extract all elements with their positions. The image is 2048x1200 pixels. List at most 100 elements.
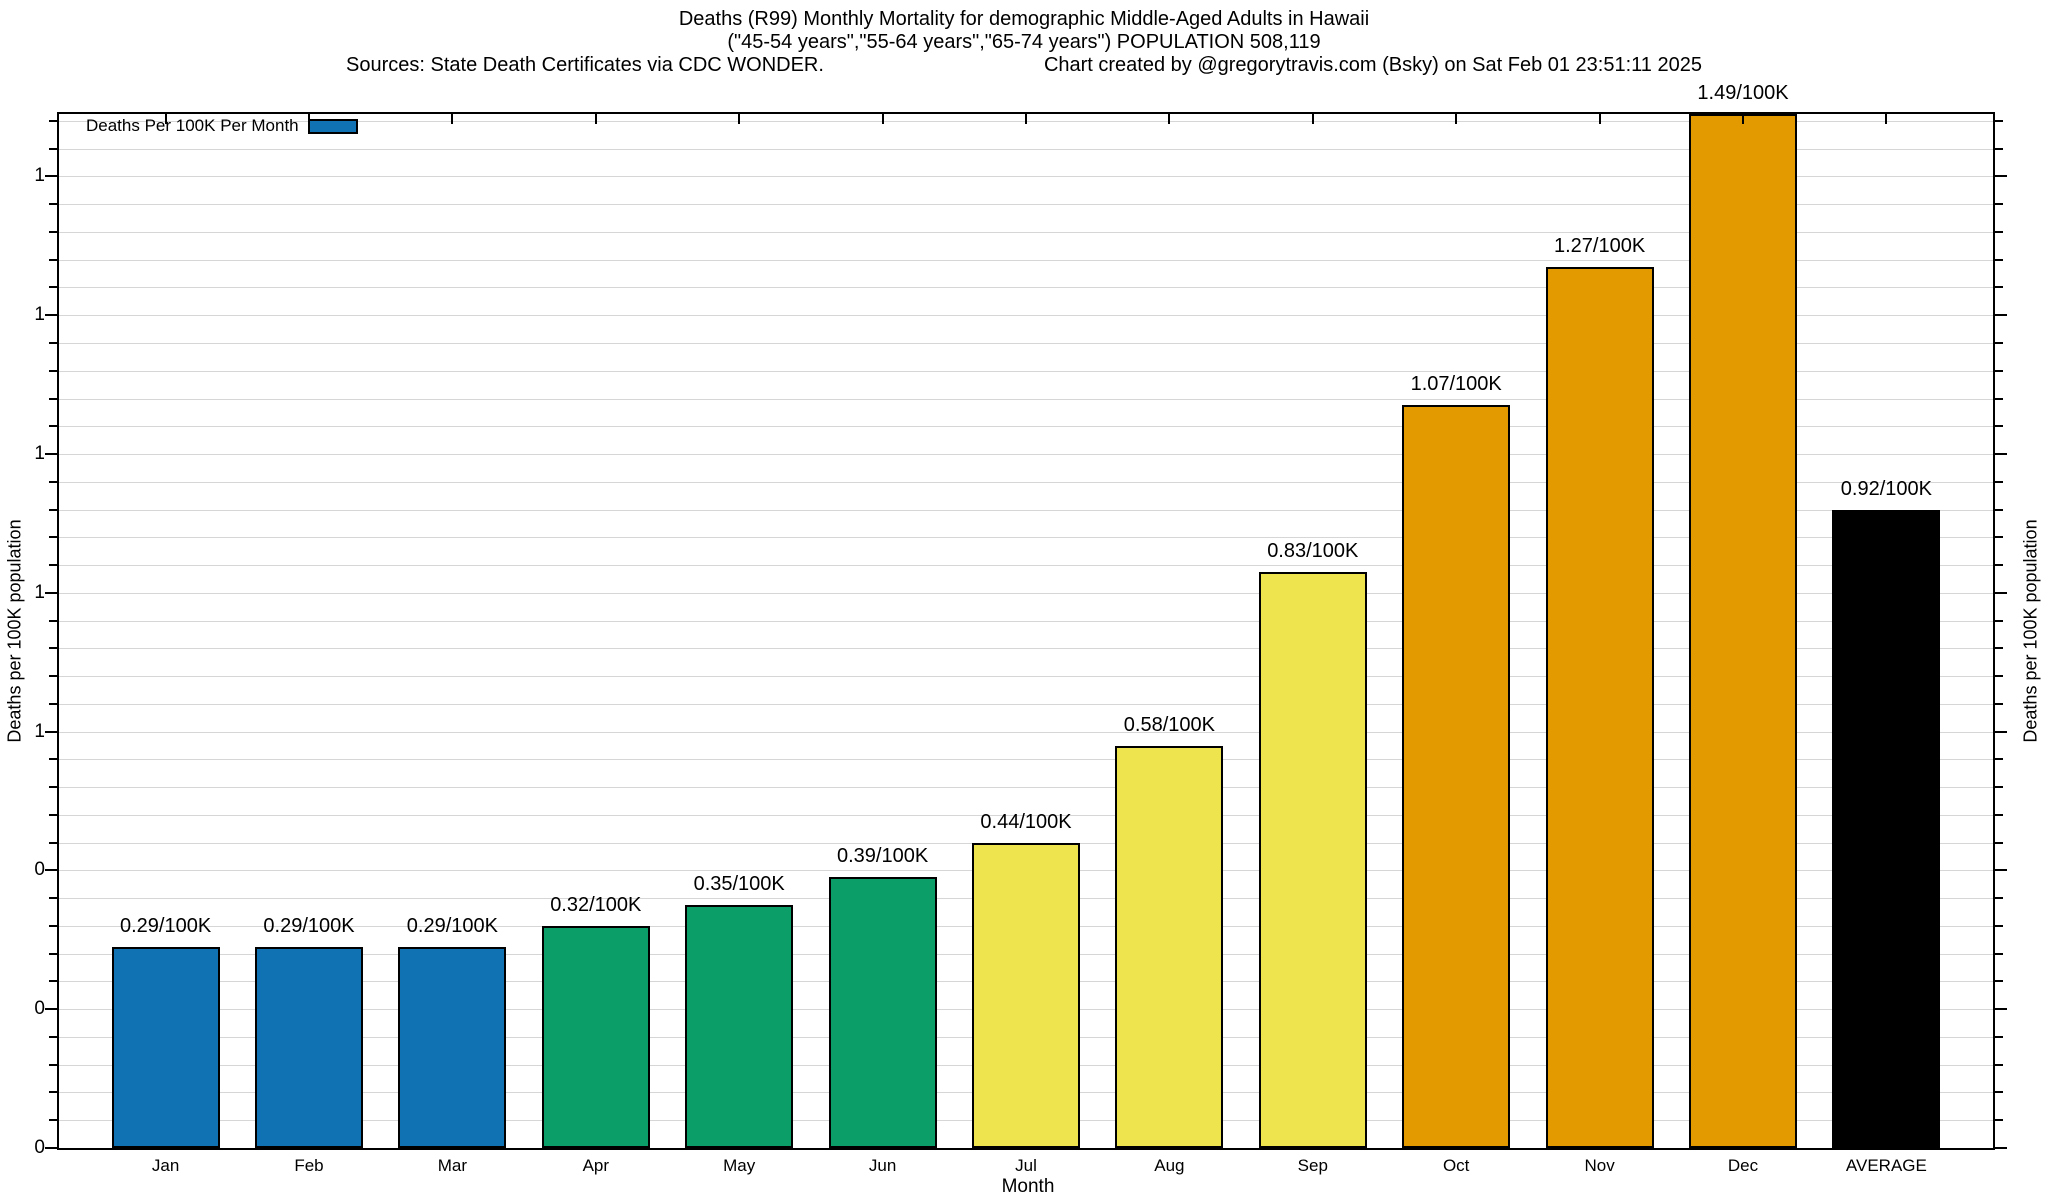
- x-tick-label-may: May: [723, 1156, 756, 1175]
- y-tick-minor: [1995, 813, 2003, 816]
- x-tick-label-feb: Feb: [294, 1156, 324, 1175]
- y-tick-minor: [49, 536, 57, 539]
- y-tick-minor: [49, 508, 57, 511]
- gridline: [59, 259, 1993, 261]
- bar-average: [1832, 509, 1941, 1148]
- x-tick-top: [594, 114, 597, 124]
- bar-may: [685, 905, 794, 1148]
- x-tick-top: [738, 114, 741, 124]
- gridline: [59, 315, 1993, 317]
- bar-value-label-average: 0.92/100K: [1840, 477, 1932, 500]
- gridline: [59, 565, 1993, 567]
- y-tick-minor: [49, 203, 57, 206]
- y-tick-minor: [1995, 647, 2003, 650]
- chart-subtitle: ("45-54 years","55-64 years","65-74 year…: [727, 31, 1321, 53]
- y-tick-minor: [1995, 397, 2003, 400]
- x-tick-label-average: AVERAGE: [1845, 1156, 1927, 1175]
- y-tick-major: [1995, 730, 2007, 733]
- y-tick-minor: [49, 230, 57, 233]
- y-tick-minor: [49, 119, 57, 122]
- y-tick-minor: [1995, 1091, 2003, 1094]
- y-tick-minor: [49, 480, 57, 483]
- y-tick-label: 0: [34, 859, 45, 881]
- x-tick-label-aug: Aug: [1154, 1156, 1185, 1175]
- gridline: [59, 537, 1993, 539]
- y-tick-minor: [1995, 786, 2003, 789]
- x-tick-label-nov: Nov: [1584, 1156, 1615, 1175]
- gridline: [59, 454, 1993, 456]
- y-tick-minor: [1995, 258, 2003, 261]
- y-tick-minor: [49, 841, 57, 844]
- gridline: [59, 676, 1993, 678]
- gridline: [59, 592, 1993, 594]
- y-tick-label: 0: [34, 998, 45, 1020]
- y-tick-minor: [49, 258, 57, 261]
- bar-mar: [398, 946, 507, 1148]
- y-tick-major: [45, 314, 57, 317]
- x-tick-top: [1168, 114, 1171, 124]
- y-tick-minor: [49, 369, 57, 372]
- y-tick-minor: [1995, 980, 2003, 983]
- x-tick-top: [164, 114, 167, 124]
- y-tick-minor: [49, 1091, 57, 1094]
- legend-swatch: [307, 118, 358, 134]
- y-tick-major: [1995, 591, 2007, 594]
- y-tick-minor: [49, 980, 57, 983]
- bar-value-label-nov: 1.27/100K: [1553, 234, 1646, 257]
- plot-area: 0.29/100K 0.29/100K 0.29/100K 0.32/100K 0.35…: [57, 82, 1995, 1150]
- y-tick-minor: [49, 564, 57, 567]
- legend-label: Deaths Per 100K Per Month: [86, 116, 299, 135]
- bar-value-label-feb: 0.29/100K: [263, 914, 355, 937]
- y-tick-minor: [1995, 1035, 2003, 1038]
- y-tick-minor: [49, 147, 57, 150]
- y-tick-minor: [49, 397, 57, 400]
- x-tick-label-jun: Jun: [868, 1156, 897, 1175]
- y-tick-minor: [1995, 147, 2003, 150]
- gridline: [59, 426, 1993, 428]
- gridline: [59, 703, 1993, 705]
- x-tick-label-apr: Apr: [582, 1156, 610, 1175]
- chart-source-line: Sources: State Death Certificates via CD…: [0, 54, 2048, 77]
- gridline: [59, 231, 1993, 233]
- y-tick-label: 1: [34, 304, 45, 326]
- x-tick-label-sep: Sep: [1297, 1156, 1328, 1175]
- bar-value-label-mar: 0.29/100K: [406, 914, 498, 937]
- y-tick-minor: [1995, 508, 2003, 511]
- y-tick-minor: [1995, 203, 2003, 206]
- x-tick-top: [451, 114, 454, 124]
- x-tick-top: [881, 114, 884, 124]
- y-tick-major: [1995, 453, 2007, 456]
- gridline: [59, 814, 1993, 816]
- bar-value-label-dec: 1.49/100K: [1697, 82, 1789, 104]
- y-tick-minor: [1995, 841, 2003, 844]
- gridline: [59, 787, 1993, 789]
- x-tick-label-mar: Mar: [437, 1156, 468, 1175]
- gridline: [59, 731, 1993, 733]
- y-tick-major: [45, 1008, 57, 1011]
- y-tick-major: [1995, 1008, 2007, 1011]
- y-tick-label: 0: [34, 1137, 45, 1158]
- credit-text: Chart created by @gregorytravis.com (Bsk…: [1043, 54, 1702, 76]
- y-tick-minor: [1995, 480, 2003, 483]
- y-tick-minor: [49, 1035, 57, 1038]
- gridline: [59, 648, 1993, 650]
- y-tick-minor: [1995, 230, 2003, 233]
- y-tick-major: [45, 453, 57, 456]
- bar-sep: [1258, 572, 1367, 1148]
- y-tick-minor: [1995, 702, 2003, 705]
- y-tick-major: [1995, 869, 2007, 872]
- y-tick-minor: [49, 758, 57, 761]
- y-tick-minor: [1995, 119, 2003, 122]
- gridline: [59, 370, 1993, 372]
- y-tick-minor: [49, 647, 57, 650]
- bar-feb: [255, 946, 363, 1148]
- legend: Deaths Per 100K Per Month: [86, 116, 358, 136]
- bar-value-label-jan: 0.29/100K: [119, 914, 212, 937]
- y-tick-major: [45, 591, 57, 594]
- y-tick-minor: [1995, 619, 2003, 622]
- y-tick-major: [45, 730, 57, 733]
- y-tick-major: [45, 175, 57, 178]
- gridline: [59, 481, 1993, 483]
- y-tick-label: 1: [34, 581, 45, 603]
- bar-dec: [1689, 114, 1797, 1148]
